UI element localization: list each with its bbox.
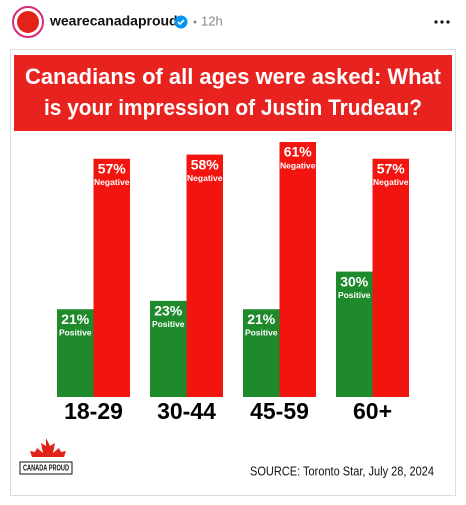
- value-label: 61%: [284, 144, 313, 160]
- verified-check: [177, 19, 185, 26]
- chart-title: is your impression of Justin Trudeau?: [44, 95, 422, 120]
- x-tick-label: 18-29: [64, 398, 123, 424]
- more-button[interactable]: [434, 20, 450, 24]
- x-tick-label: 30-44: [157, 398, 216, 424]
- avatar[interactable]: [17, 11, 39, 33]
- bar: [57, 309, 94, 397]
- title-box: [14, 55, 452, 131]
- series-label: Negative: [373, 177, 409, 187]
- chart-title: Canadians of all ages were asked: What: [25, 64, 442, 89]
- source: SOURCE: Toronto Star, July 28, 2024: [250, 463, 434, 478]
- logo: CANADA PROUD: [19, 438, 73, 475]
- bar: [186, 154, 223, 397]
- value-label: 21%: [247, 311, 276, 327]
- value-label: 23%: [154, 303, 183, 319]
- series-label: Positive: [59, 327, 92, 337]
- value-label: 57%: [98, 160, 127, 176]
- logo-text: CANADA PROUD: [23, 464, 69, 473]
- bar: [372, 158, 409, 397]
- bar: [279, 142, 316, 397]
- series-label: Negative: [94, 177, 130, 187]
- separator: [193, 20, 197, 24]
- series-label: Positive: [245, 327, 278, 337]
- bar: [150, 300, 187, 397]
- value-label: 57%: [377, 160, 406, 176]
- value-label: 21%: [61, 311, 90, 327]
- username[interactable]: wearecanadaproud: [49, 13, 178, 29]
- series-label: Positive: [152, 319, 185, 329]
- series-label: Negative: [187, 173, 223, 183]
- bar: [336, 271, 373, 397]
- bar: [93, 158, 130, 397]
- series-label: Negative: [280, 160, 316, 170]
- series-label: Positive: [338, 290, 371, 300]
- bar: [243, 309, 280, 397]
- value-label: 58%: [191, 156, 220, 172]
- x-tick-label: 45-59: [250, 398, 309, 424]
- post-time: 12h: [201, 13, 223, 28]
- value-label: 30%: [340, 273, 369, 289]
- x-tick-label: 60+: [353, 398, 392, 424]
